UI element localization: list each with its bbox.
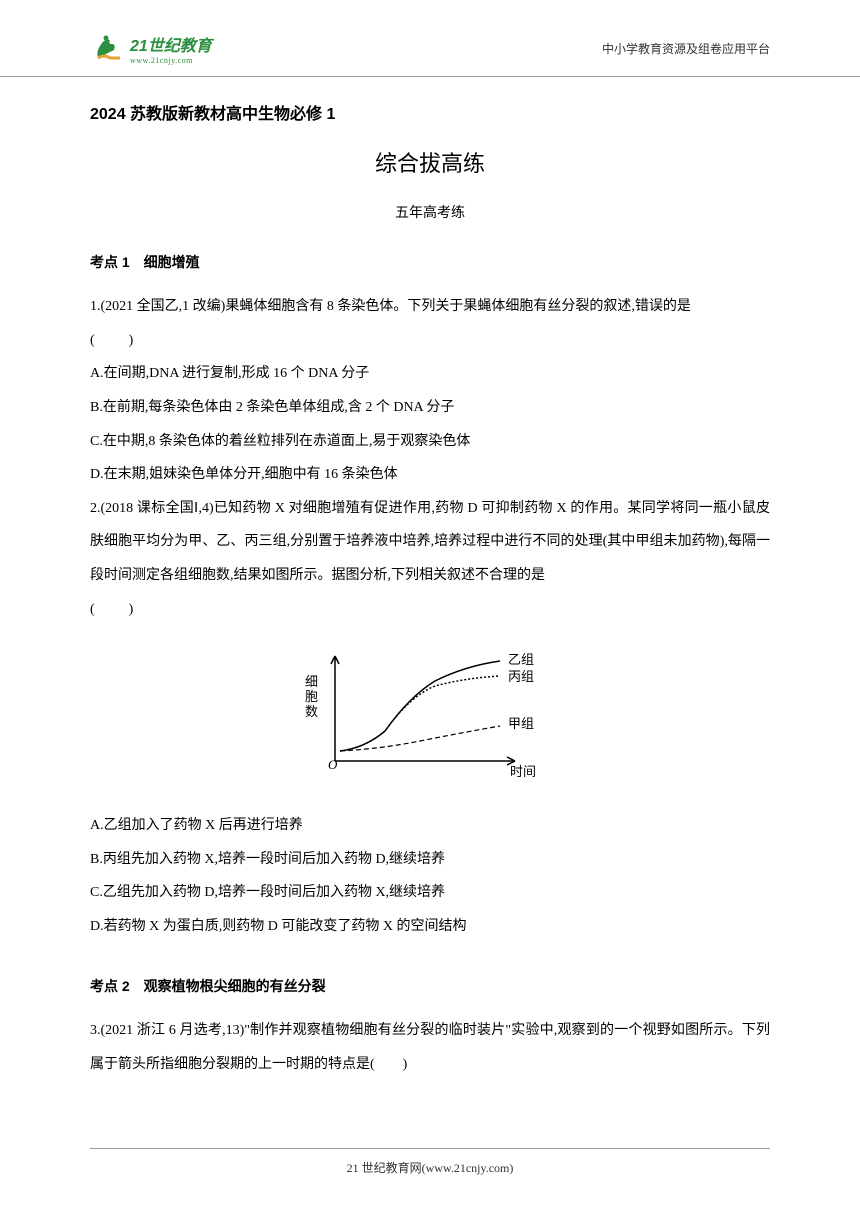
q2-option-b: B.丙组先加入药物 X,培养一段时间后加入药物 D,继续培养 bbox=[90, 843, 770, 877]
page-footer: 21 世纪教育网(www.21cnjy.com) bbox=[90, 1148, 770, 1176]
q2-option-c: C.乙组先加入药物 D,培养一段时间后加入药物 X,继续培养 bbox=[90, 876, 770, 910]
document-content: 2024 苏教版新教材高中生物必修 1 综合拔高练 五年高考练 考点 1 细胞增… bbox=[0, 97, 860, 1081]
chart-origin-label: O bbox=[328, 757, 338, 772]
logo-icon bbox=[90, 30, 126, 66]
main-title: 2024 苏教版新教材高中生物必修 1 bbox=[90, 97, 770, 132]
q1-paren: ( ) bbox=[90, 324, 770, 358]
footer-text: 21 世纪教育网(www.21cnjy.com) bbox=[347, 1161, 514, 1175]
page-header: 21世纪教育 www.21cnjy.com 中小学教育资源及组卷应用平台 bbox=[0, 0, 860, 77]
topic2-title: 考点 2 观察植物根尖细胞的有丝分裂 bbox=[90, 971, 770, 1002]
logo-title: 21世纪教育 bbox=[130, 32, 212, 56]
svg-text:数: 数 bbox=[305, 704, 318, 719]
chart-line-bing: 丙组 bbox=[508, 669, 534, 684]
q3-stem: 3.(2021 浙江 6 月选考,13)"制作并观察植物细胞有丝分裂的临时装片"… bbox=[90, 1014, 770, 1081]
cell-count-chart: O 细 胞 数 时间 乙组 丙组 甲组 bbox=[290, 636, 570, 786]
logo-text: 21世纪教育 www.21cnjy.com bbox=[130, 32, 212, 65]
subtitle: 综合拔高练 bbox=[90, 140, 770, 188]
q1-option-a: A.在间期,DNA 进行复制,形成 16 个 DNA 分子 bbox=[90, 357, 770, 391]
q1-stem: 1.(2021 全国乙,1 改编)果蝇体细胞含有 8 条染色体。下列关于果蝇体细… bbox=[90, 290, 770, 324]
topic1-title: 考点 1 细胞增殖 bbox=[90, 247, 770, 278]
header-right-text: 中小学教育资源及组卷应用平台 bbox=[602, 40, 770, 57]
chart-line-jia: 甲组 bbox=[508, 716, 534, 731]
logo-url: www.21cnjy.com bbox=[130, 56, 212, 65]
q2-paren: ( ) bbox=[90, 593, 770, 627]
q2-stem: 2.(2018 课标全国Ⅰ,4)已知药物 X 对细胞增殖有促进作用,药物 D 可… bbox=[90, 492, 770, 593]
q2-option-a: A.乙组加入了药物 X 后再进行培养 bbox=[90, 809, 770, 843]
chart-line-yi: 乙组 bbox=[508, 652, 534, 667]
svg-text:胞: 胞 bbox=[305, 689, 318, 704]
chart-y-label: 细 bbox=[305, 674, 318, 689]
q1-option-c: C.在中期,8 条染色体的着丝粒排列在赤道面上,易于观察染色体 bbox=[90, 425, 770, 459]
q1-option-b: B.在前期,每条染色体由 2 条染色单体组成,含 2 个 DNA 分子 bbox=[90, 391, 770, 425]
q2-option-d: D.若药物 X 为蛋白质,则药物 D 可能改变了药物 X 的空间结构 bbox=[90, 910, 770, 944]
chart-container: O 细 胞 数 时间 乙组 丙组 甲组 bbox=[90, 636, 770, 799]
exam-label: 五年高考练 bbox=[90, 199, 770, 230]
site-logo: 21世纪教育 www.21cnjy.com bbox=[90, 30, 212, 66]
chart-x-label: 时间 bbox=[510, 764, 536, 779]
q1-option-d: D.在末期,姐妹染色单体分开,细胞中有 16 条染色体 bbox=[90, 458, 770, 492]
